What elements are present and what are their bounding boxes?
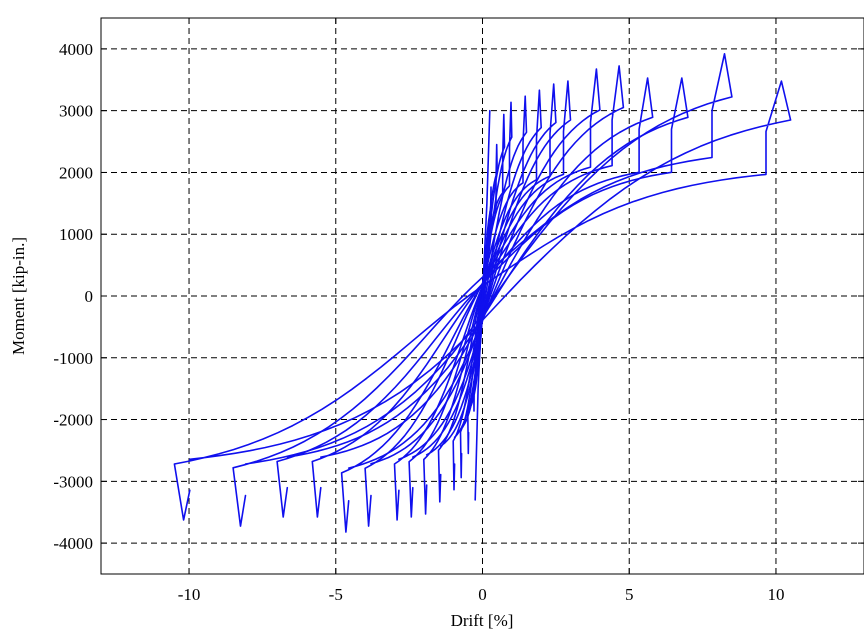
x-tick-label: 5 — [625, 585, 634, 604]
y-tick-label: 2000 — [59, 163, 93, 182]
ticks: -10 -5 0 5 10 -4000 -3000 -2000 -1000 0 1000 2000 30… — [53, 18, 864, 604]
hysteresis-loop — [173, 80, 792, 521]
x-tick-label: -10 — [178, 585, 201, 604]
y-tick-label: -2000 — [53, 411, 93, 430]
x-tick-label: -5 — [329, 585, 343, 604]
y-tick-label: -1000 — [53, 349, 93, 368]
hysteresis-loop — [276, 77, 689, 518]
y-tick-label: 0 — [85, 287, 94, 306]
hysteresis-loop — [232, 53, 733, 527]
x-tick-label: 0 — [478, 585, 487, 604]
x-axis-label: Drift [%] — [451, 611, 514, 630]
hysteresis-loop — [393, 80, 572, 521]
x-tick-label: 10 — [767, 585, 784, 604]
y-tick-label: 3000 — [59, 102, 93, 121]
hysteresis-loop — [340, 65, 625, 533]
y-axis-label: Moment [kip-in.] — [9, 237, 28, 355]
y-tick-label: -3000 — [53, 472, 93, 491]
y-tick-label: -4000 — [53, 534, 93, 553]
elastic-core-line — [474, 109, 491, 501]
hysteresis-loop — [364, 68, 601, 527]
y-tick-label: 1000 — [59, 225, 93, 244]
y-tick-label: 4000 — [59, 40, 93, 59]
series-layer — [173, 53, 792, 533]
